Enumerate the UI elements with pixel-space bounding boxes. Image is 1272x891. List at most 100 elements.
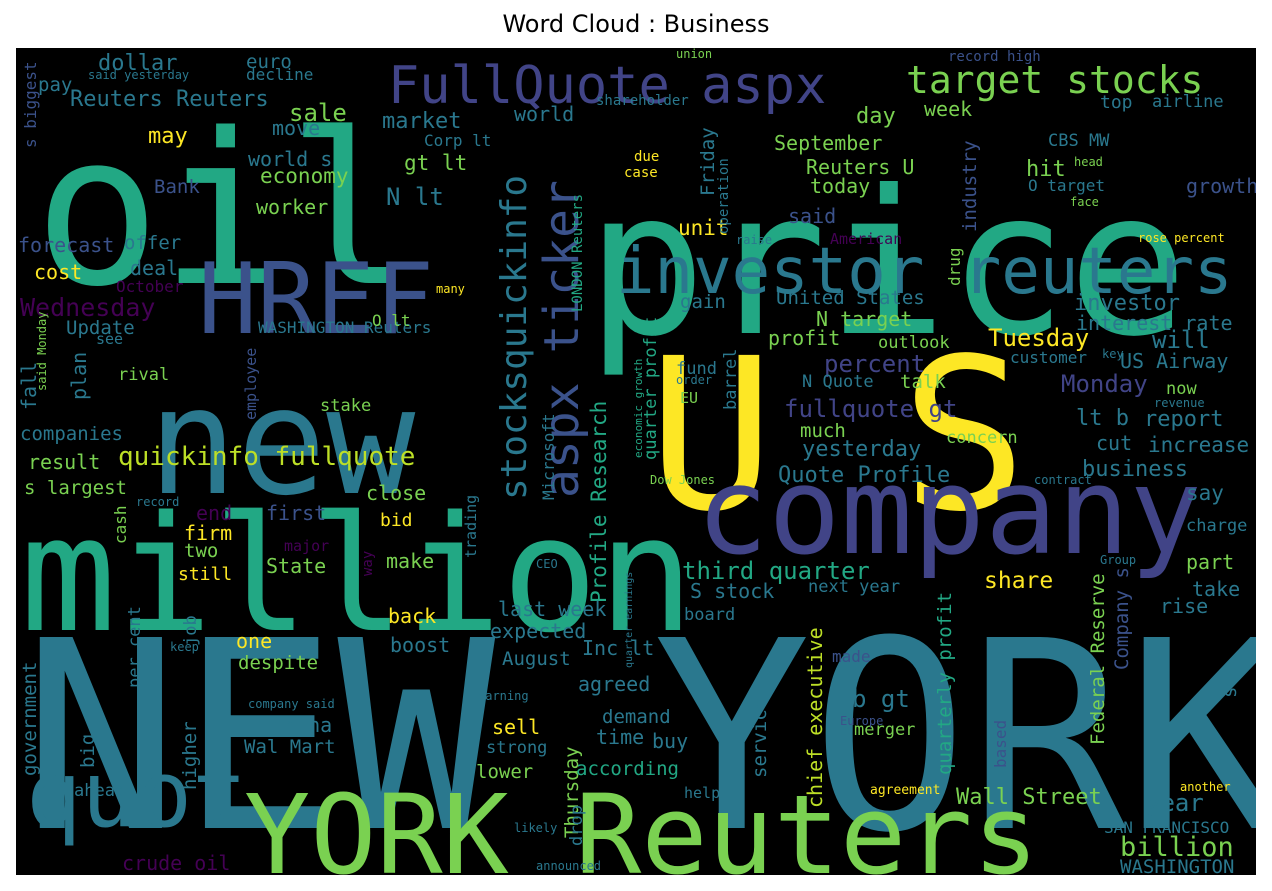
word-microsoft: Microsoft [539, 413, 558, 500]
word-quote-profile: Quote Profile [778, 463, 950, 488]
word-talk: talk [900, 371, 946, 393]
word-operation: operation [716, 158, 732, 234]
word-o-target: O target [1028, 176, 1105, 195]
word-charge: charge [1186, 516, 1247, 536]
word-n-quote: N Quote [802, 372, 874, 392]
word-next-year: next year [808, 577, 900, 597]
word-profit: profit [768, 326, 840, 350]
word-company: company [696, 443, 1202, 582]
word-s-largest: s largest [24, 477, 127, 499]
word-state: State [266, 554, 326, 578]
word-concern: concern [946, 428, 1018, 448]
word-likely: likely [514, 821, 557, 835]
word-now: now [1166, 379, 1197, 399]
word-dollar: dollar [98, 51, 177, 76]
word-europe: Europe [840, 714, 883, 728]
word-fall: fall [17, 362, 41, 410]
word-gt-lt: gt lt [404, 151, 467, 175]
word-ceo: CEO [536, 557, 558, 571]
word-unit: unit [678, 216, 729, 240]
word-world-s: world s [248, 147, 332, 171]
word-may: may [148, 124, 188, 149]
word-new-york: NEW YORK [22, 585, 1256, 875]
word-deal: deal [130, 256, 178, 280]
word-due: due [634, 149, 659, 165]
word-help: help [684, 784, 720, 802]
word-september: September [774, 131, 882, 155]
word-major: major [284, 537, 329, 555]
word-board: board [684, 605, 735, 625]
word-take: take [1192, 577, 1240, 601]
word-yesterday: yesterday [802, 437, 921, 462]
word-day: day [856, 104, 896, 129]
word-million: million [20, 481, 694, 668]
word-buy: buy [652, 729, 688, 753]
word-group: Group [1100, 553, 1136, 567]
word-s-stock: S stock [690, 579, 774, 603]
word-august: August [502, 648, 571, 670]
word-expected: expected [490, 619, 586, 643]
word-n-lt: N lt [386, 183, 444, 211]
word-reuters-reuters: Reuters Reuters [70, 87, 269, 112]
word-barrel: barrel [721, 349, 741, 410]
word-company-s: Company s [1111, 567, 1133, 670]
word-hit: hit [1026, 157, 1066, 182]
word-cut: cut [1096, 431, 1132, 455]
word-today: today [810, 174, 870, 198]
word-rise: rise [1160, 594, 1208, 618]
word-government: government [19, 662, 41, 776]
word-say: say [1186, 481, 1224, 505]
word-federal-reserve: Federal Reserve [1087, 573, 1109, 745]
word-make: make [386, 549, 434, 573]
word-announced: announced [536, 859, 601, 873]
word-investor: investor [1074, 291, 1180, 316]
word-market: market [382, 109, 461, 134]
word-employee: employee [242, 348, 260, 420]
word-stake: stake [320, 396, 371, 416]
word-share: share [984, 568, 1053, 594]
word-drug: drug [945, 247, 964, 286]
word-drop: drop [567, 805, 587, 846]
word-bank: Bank [154, 176, 200, 198]
word-euro: euro [246, 51, 292, 73]
word-another: another [1180, 780, 1231, 794]
word-billion: billion [1120, 832, 1234, 863]
word-week: week [924, 97, 972, 121]
chart-title: Word Cloud : Business [502, 10, 770, 38]
word-stocksquickinfo: stocksquickinfo [494, 175, 535, 500]
word-company-said: company said [248, 697, 335, 711]
word-ahead: ahead [74, 781, 125, 801]
word-outlook: outlook [878, 333, 950, 353]
word-wall-street: Wall Street [956, 785, 1102, 810]
word-href: HREF [198, 243, 434, 357]
word-said: said [788, 204, 836, 228]
word-agreed: agreed [578, 672, 650, 696]
word-order: order [676, 373, 712, 387]
word-third-quarter: third quarter [682, 557, 870, 585]
word-growth: growth [1186, 174, 1256, 198]
word-time: time [596, 725, 644, 749]
word-result: result [28, 450, 100, 474]
word-london-reuters: LONDON Reuters [570, 194, 586, 312]
word-bid: bid [380, 510, 413, 531]
word-job: job [181, 615, 201, 646]
word-face: face [1070, 195, 1099, 209]
word-way: way [360, 551, 376, 576]
word-b-gt: b gt [852, 685, 910, 713]
word-increase: increase [1148, 433, 1249, 457]
word-boost: boost [390, 633, 450, 657]
word-year: year [1146, 789, 1204, 817]
word-earning: earning [478, 689, 529, 703]
word-fullquote-aspx: FullQuote aspx [388, 56, 826, 116]
word-target-stocks: target stocks [906, 58, 1203, 102]
word-firm: firm [184, 521, 232, 545]
word-made: made [832, 647, 871, 666]
word-plan: plan [67, 352, 91, 400]
word-n-target: N target [816, 307, 912, 331]
word-quarter-profit: quarter profit [641, 317, 661, 460]
word-chief-executive: chief executive [803, 627, 827, 808]
word-top: top [1100, 92, 1133, 113]
word-dow-jones: Dow Jones [650, 473, 715, 487]
word-part: part [1186, 550, 1234, 574]
word-close: close [366, 481, 426, 505]
